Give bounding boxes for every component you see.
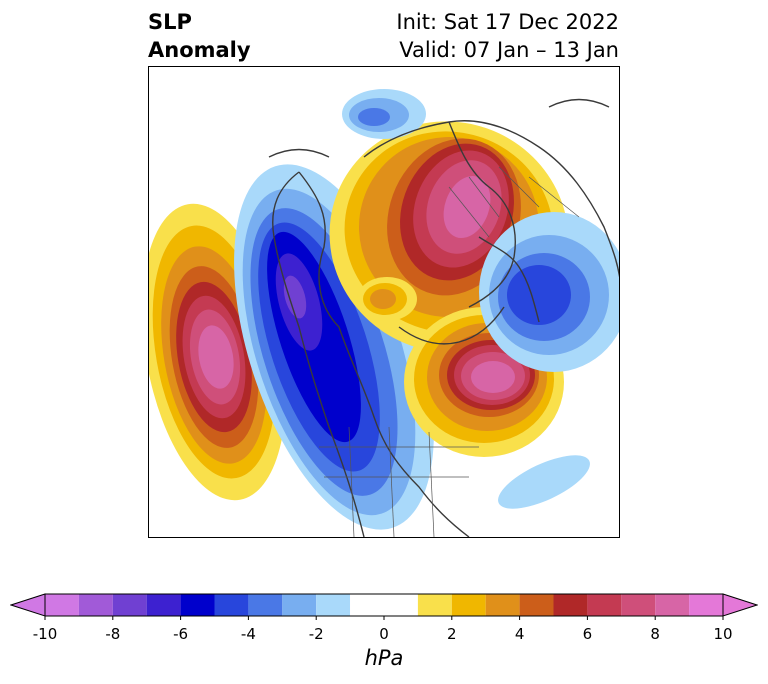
slp-anomaly-map bbox=[148, 66, 620, 538]
borders bbox=[319, 166, 580, 537]
colorbar-bin-0 bbox=[45, 594, 79, 616]
init-date-label: Init: Sat 17 Dec 2022 bbox=[396, 10, 619, 34]
map-subtitle: Init: Sat 17 Dec 2022 Valid: 07 Jan – 13… bbox=[396, 8, 619, 64]
colorbar-bin-16 bbox=[621, 594, 656, 616]
colorbar-tick-label: 8 bbox=[650, 625, 660, 643]
europe-low-anomaly bbox=[342, 89, 426, 139]
colorbar-bin-11 bbox=[451, 594, 486, 616]
colorbar-tick-label: 0 bbox=[379, 625, 389, 643]
colorbar-unit-label: hPa bbox=[364, 646, 404, 670]
colorbar-tick-label: 2 bbox=[447, 625, 457, 643]
coastlines bbox=[268, 98, 619, 537]
colorbar-tick-label: -10 bbox=[32, 625, 58, 643]
colorbar-bin-1 bbox=[78, 594, 113, 616]
colorbar-bin-9 bbox=[350, 594, 418, 616]
colorbar-tick-label: -6 bbox=[173, 625, 189, 643]
colorbar-bin-14 bbox=[553, 594, 588, 616]
colorbar-bin-7 bbox=[282, 594, 317, 616]
colorbar-bin-12 bbox=[485, 594, 520, 616]
title-line-2: Anomaly bbox=[148, 38, 251, 62]
colorbar-tick-label: -2 bbox=[308, 625, 324, 643]
colorbar-tick-label: -8 bbox=[105, 625, 121, 643]
colorbar-tick-label: 4 bbox=[514, 625, 525, 643]
colorbar-bin-13 bbox=[519, 594, 554, 616]
map-title: SLP Anomaly bbox=[148, 8, 251, 64]
north-america-low-anomaly bbox=[234, 164, 434, 530]
colorbar-bin-4 bbox=[180, 594, 215, 616]
valid-range-label: Valid: 07 Jan – 13 Jan bbox=[399, 38, 619, 62]
colorbar-bin-6 bbox=[248, 594, 283, 616]
colorbar-bin-17 bbox=[655, 594, 690, 616]
colorbar-tick-label: 6 bbox=[582, 625, 593, 643]
anomaly-field bbox=[149, 89, 619, 537]
title-line-1: SLP bbox=[148, 10, 192, 34]
colorbar-bin-5 bbox=[214, 594, 249, 616]
colorbar-bin-8 bbox=[316, 594, 351, 616]
colorbar-under-arrow bbox=[10, 593, 46, 617]
colorbar-bin-10 bbox=[417, 594, 452, 616]
colorbar-bin-15 bbox=[587, 594, 622, 616]
colorbar-over-arrow bbox=[722, 593, 758, 617]
colorbar-tick-label: 10 bbox=[713, 625, 733, 643]
hudson-high-anomaly bbox=[357, 277, 417, 321]
subtropical-low-anomaly bbox=[498, 455, 590, 509]
colorbar-bin-3 bbox=[146, 594, 181, 616]
colorbar-tick-label: -4 bbox=[240, 625, 256, 643]
colorbar bbox=[10, 593, 758, 620]
pacific-high-anomaly bbox=[149, 203, 286, 501]
colorbar-bin-18 bbox=[689, 594, 723, 616]
colorbar-bin-2 bbox=[112, 594, 147, 616]
